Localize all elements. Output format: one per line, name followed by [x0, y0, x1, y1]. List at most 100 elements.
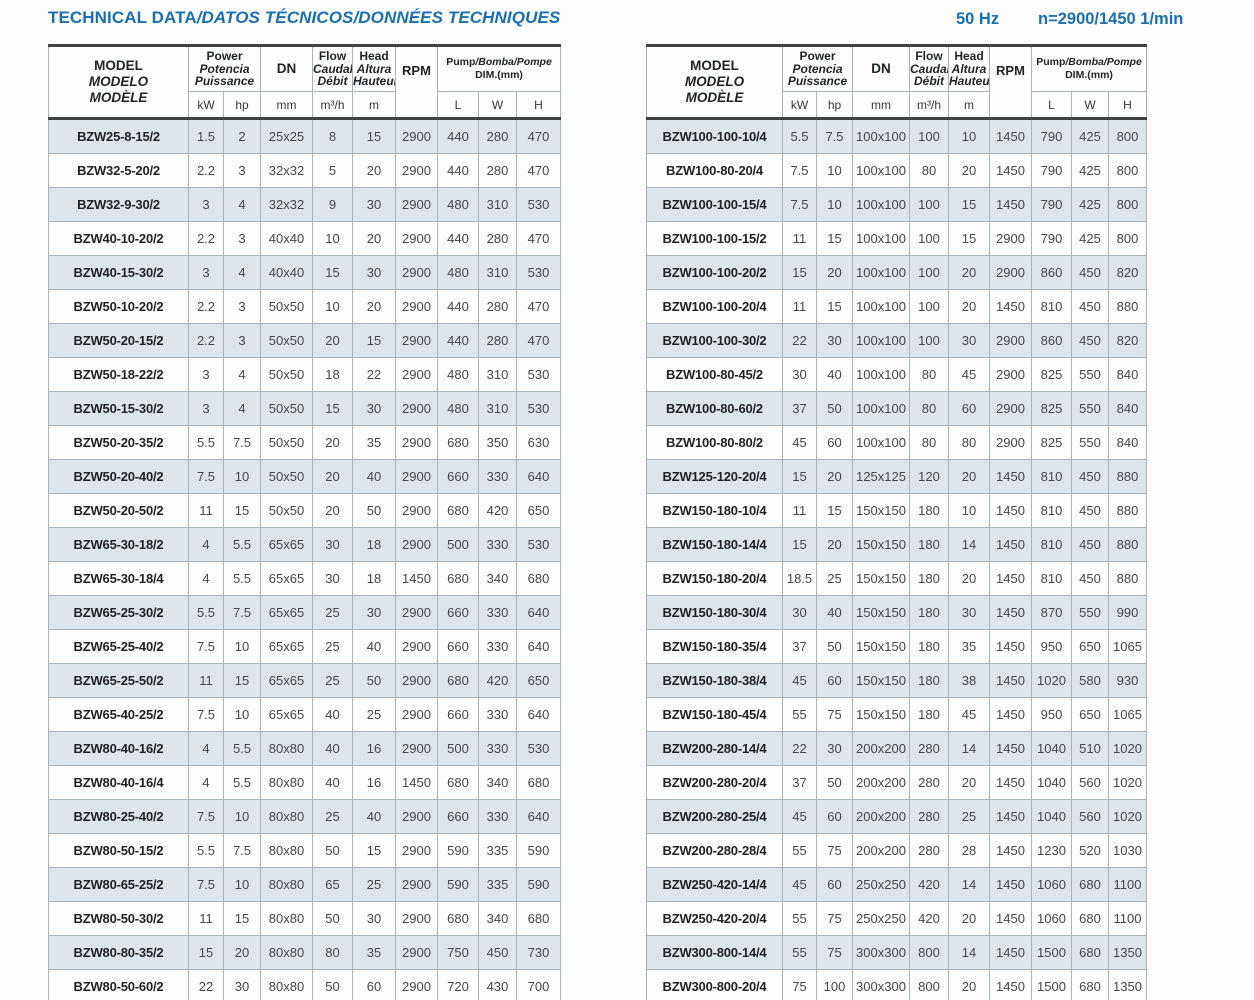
value-cell: 680	[1071, 901, 1109, 936]
value-cell: 150x150	[852, 595, 910, 630]
value-cell: 60	[816, 663, 853, 698]
value-cell: 20	[816, 255, 853, 290]
value-cell: 30	[948, 323, 990, 358]
model-cell: BZW150-180-20/4	[646, 561, 783, 596]
value-cell: 1450	[989, 969, 1032, 1000]
value-cell: 2.2	[188, 153, 224, 188]
value-cell: 7.5	[188, 629, 224, 664]
value-cell: 1450	[989, 799, 1032, 834]
value-cell: 1030	[1107, 833, 1148, 868]
table-row: BZW100-80-80/2 45 60 100x100 80 80 2900 825 550 8…	[646, 425, 1148, 460]
value-cell: 800	[1107, 117, 1148, 154]
value-cell: 560	[1071, 799, 1109, 834]
value-cell: 280	[478, 117, 517, 154]
value-cell: 580	[1071, 663, 1109, 698]
value-cell: 40	[312, 731, 353, 766]
table-row: BZW40-15-30/2 3 4 40x40 15 30 2900 480 310 530	[48, 255, 562, 290]
model-cell: BZW150-180-30/4	[646, 595, 783, 630]
value-cell: 4	[223, 357, 261, 392]
value-cell: 280	[909, 799, 949, 834]
value-cell: 550	[1071, 357, 1109, 392]
page-title-en: TECHNICAL DATA	[48, 8, 197, 27]
value-cell: 280	[478, 323, 517, 358]
value-cell: 2900	[989, 357, 1032, 392]
value-cell: 1450	[395, 561, 438, 596]
value-cell: 520	[1071, 833, 1109, 868]
value-cell: 30	[352, 391, 396, 426]
value-cell: 530	[515, 255, 562, 290]
value-cell: 810	[1031, 289, 1072, 324]
value-cell: 5.5	[188, 425, 224, 460]
value-cell: 40	[816, 357, 853, 392]
value-cell: 810	[1031, 527, 1072, 562]
value-cell: 80x80	[260, 765, 313, 800]
value-cell: 550	[1071, 425, 1109, 460]
value-cell: 425	[1071, 153, 1109, 188]
table-row: BZW150-180-45/4 55 75 150x150 180 45 1450 950 65…	[646, 697, 1148, 732]
value-cell: 660	[437, 799, 479, 834]
value-cell: 10	[223, 867, 261, 902]
value-cell: 280	[909, 833, 949, 868]
value-cell: 100	[816, 969, 853, 1000]
value-cell: 60	[816, 425, 853, 460]
value-cell: 720	[437, 969, 479, 1000]
value-cell: 1450	[989, 595, 1032, 630]
value-cell: 20	[312, 459, 353, 494]
model-cell: BZW100-100-20/4	[646, 289, 783, 324]
value-cell: 5	[312, 153, 353, 188]
value-cell: 20	[948, 255, 990, 290]
table-row: BZW200-280-28/4 55 75 200x200 280 28 1450 1230 5…	[646, 833, 1148, 868]
value-cell: 950	[1031, 629, 1072, 664]
column-header-rpm: RPM	[395, 45, 438, 119]
value-cell: 65	[312, 867, 353, 902]
table-row: BZW150-180-20/4 18.5 25 150x150 180 20 1450 810…	[646, 561, 1148, 596]
value-cell: 2900	[989, 255, 1032, 290]
model-cell: BZW25-8-15/2	[48, 117, 189, 154]
value-cell: 820	[1107, 323, 1148, 358]
value-cell: 2900	[989, 221, 1032, 256]
value-cell: 7.5	[782, 187, 817, 222]
value-cell: 80	[909, 357, 949, 392]
table-row: BZW50-20-35/2 5.5 7.5 50x50 20 35 2900 680 350 63…	[48, 425, 562, 460]
value-cell: 60	[816, 799, 853, 834]
value-cell: 2900	[395, 867, 438, 902]
model-cell: BZW100-100-15/4	[646, 187, 783, 222]
table-row: BZW150-180-30/4 30 40 150x150 180 30 1450 870 55…	[646, 595, 1148, 630]
table-row: BZW25-8-15/2 1.5 2 25x25 8 15 2900 440 280 470	[48, 117, 562, 154]
value-cell: 5.5	[223, 561, 261, 596]
value-cell: 150x150	[852, 663, 910, 698]
table-row: BZW200-280-20/4 37 50 200x200 280 20 1450 1040 5…	[646, 765, 1148, 800]
value-cell: 640	[515, 459, 562, 494]
table-row: BZW100-80-20/4 7.5 10 100x100 80 20 1450 790 425…	[646, 153, 1148, 188]
model-cell: BZW100-100-10/4	[646, 117, 783, 154]
value-cell: 825	[1031, 391, 1072, 426]
value-cell: 100x100	[852, 357, 910, 392]
value-cell: 840	[1107, 425, 1148, 460]
value-cell: 11	[782, 493, 817, 528]
value-cell: 20	[948, 459, 990, 494]
value-cell: 100x100	[852, 289, 910, 324]
value-cell: 250x250	[852, 867, 910, 902]
value-cell: 2900	[989, 391, 1032, 426]
value-cell: 200x200	[852, 799, 910, 834]
value-cell: 1100	[1107, 901, 1148, 936]
model-cell: BZW300-800-14/4	[646, 935, 783, 970]
value-cell: 280	[478, 153, 517, 188]
value-cell: 450	[1071, 493, 1109, 528]
value-cell: 880	[1107, 493, 1148, 528]
value-cell: 470	[515, 153, 562, 188]
table-row: BZW32-9-30/2 3 4 32x32 9 30 2900 480 310 530	[48, 187, 562, 222]
value-cell: 50	[816, 765, 853, 800]
model-cell: BZW65-30-18/4	[48, 561, 189, 596]
value-cell: 7.5	[782, 153, 817, 188]
value-cell: 25	[312, 799, 353, 834]
value-cell: 530	[515, 187, 562, 222]
value-cell: 440	[437, 289, 479, 324]
value-cell: 7.5	[816, 117, 853, 154]
value-cell: 480	[437, 255, 479, 290]
model-cell: BZW100-80-80/2	[646, 425, 783, 460]
unit-dim-w: W	[478, 91, 517, 119]
value-cell: 50	[312, 901, 353, 936]
value-cell: 530	[515, 731, 562, 766]
value-cell: 11	[782, 289, 817, 324]
